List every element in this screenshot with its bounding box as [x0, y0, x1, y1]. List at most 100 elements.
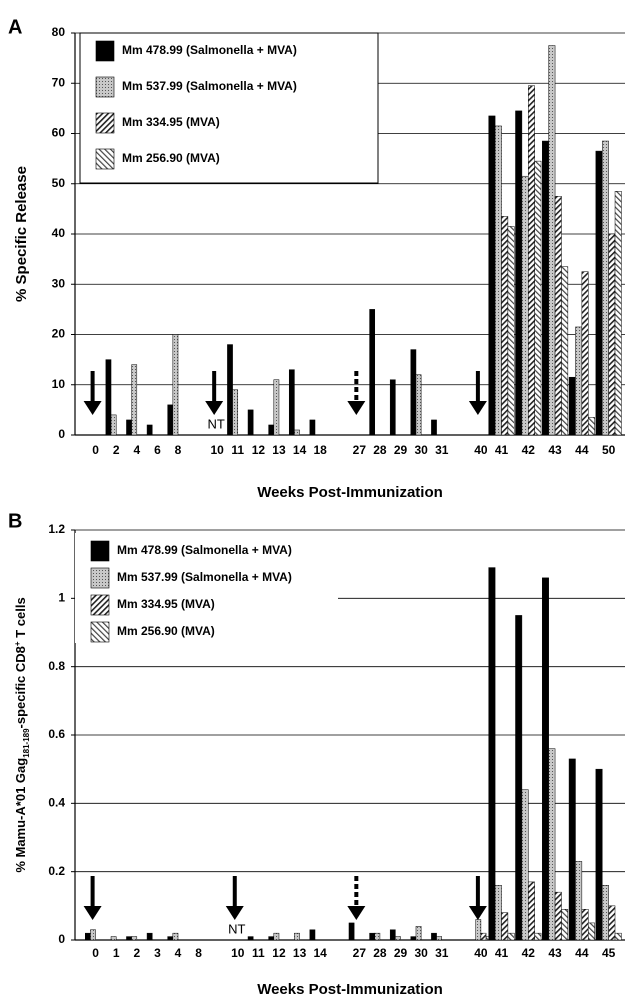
- bar: [475, 919, 482, 941]
- bar: [105, 359, 112, 436]
- panel-label: B: [8, 510, 22, 532]
- bar: [587, 922, 595, 941]
- bar: [501, 216, 509, 436]
- x-tick-label: 12: [272, 946, 286, 960]
- bar: [548, 748, 556, 941]
- arrow-head: [347, 906, 366, 920]
- bar: [614, 191, 622, 436]
- bar: [85, 932, 91, 941]
- bar: [410, 936, 417, 941]
- bar: [395, 936, 401, 941]
- bar: [554, 891, 562, 941]
- bar: [515, 110, 523, 436]
- bar: [501, 912, 509, 941]
- x-tick-label: 8: [175, 443, 182, 457]
- x-tick-label: 42: [522, 443, 536, 457]
- y-tick-label: 0: [58, 427, 65, 441]
- x-tick-label: 29: [394, 946, 408, 960]
- bar: [268, 424, 275, 436]
- legend-swatch: [90, 621, 110, 643]
- legend-swatch: [95, 112, 115, 134]
- bar: [369, 309, 376, 436]
- x-tick-label: 10: [231, 946, 245, 960]
- x-tick-label: 11: [252, 946, 265, 960]
- panel-label: A: [8, 16, 22, 38]
- x-tick-label: 27: [353, 443, 367, 457]
- bar: [480, 932, 487, 941]
- arrow-head: [205, 401, 224, 415]
- bar: [595, 150, 603, 436]
- y-axis-label-part: -specific CD8: [13, 646, 28, 728]
- arrow-head: [83, 401, 102, 415]
- bar: [410, 349, 417, 436]
- x-tick-label: 42: [522, 946, 536, 960]
- bar: [568, 758, 576, 941]
- x-tick-label: 30: [414, 946, 428, 960]
- bar: [534, 160, 542, 436]
- x-tick-label: 18: [314, 443, 328, 457]
- x-tick-label: 3: [154, 946, 161, 960]
- bar: [494, 885, 502, 941]
- x-tick-label: 41: [495, 946, 509, 960]
- x-tick-label: 1: [113, 946, 120, 960]
- y-axis-label-part: T cells: [13, 597, 28, 641]
- bar: [561, 266, 569, 436]
- bar: [227, 344, 233, 436]
- bar: [273, 932, 280, 941]
- legend-label: Mm 256.90 (MVA): [122, 151, 220, 165]
- x-tick-label: 43: [548, 946, 562, 960]
- bar: [172, 334, 179, 436]
- y-tick-label: 60: [52, 126, 66, 140]
- bar: [601, 885, 609, 941]
- x-tick-label: 31: [435, 443, 449, 457]
- bar: [581, 271, 589, 436]
- bar: [614, 932, 622, 941]
- legend-label: Mm 478.99 (Salmonella + MVA): [117, 543, 292, 557]
- y-tick-label: 80: [52, 25, 66, 39]
- bar: [528, 881, 535, 941]
- bar: [548, 45, 556, 436]
- y-axis-label-part: 181-189: [22, 728, 31, 758]
- bar: [494, 125, 502, 436]
- y-tick-label: 70: [52, 75, 66, 89]
- y-tick-label: 10: [52, 377, 66, 391]
- legend-label: Mm 256.90 (MVA): [117, 624, 215, 638]
- x-tick-label: 4: [133, 443, 140, 457]
- bar: [595, 768, 603, 941]
- x-tick-label: 28: [373, 946, 387, 960]
- bar: [431, 932, 437, 941]
- bar: [415, 374, 422, 436]
- bar: [608, 233, 616, 436]
- bar: [436, 936, 442, 941]
- bar: [126, 936, 132, 941]
- y-tick-label: 0.6: [48, 727, 65, 741]
- y-tick-label: 20: [52, 327, 66, 341]
- bar: [515, 615, 523, 941]
- arrow-head: [225, 906, 244, 920]
- bar: [521, 789, 529, 941]
- annotation: NT: [228, 921, 245, 936]
- x-tick-label: 41: [495, 443, 509, 457]
- bar: [309, 929, 316, 941]
- x-tick-label: 44: [575, 443, 589, 457]
- bar: [110, 936, 117, 941]
- arrow-head: [347, 401, 366, 415]
- x-tick-label: 27: [353, 946, 367, 960]
- bar: [568, 376, 576, 436]
- bar: [273, 379, 280, 436]
- arrow-head: [83, 906, 102, 920]
- x-tick-label: 12: [252, 443, 266, 457]
- arrow-head: [468, 906, 487, 920]
- annotation: NT: [207, 416, 224, 431]
- bar: [247, 409, 254, 436]
- legend-box: [79, 32, 379, 184]
- bar: [534, 932, 542, 941]
- bar: [488, 115, 496, 436]
- x-tick-label: 43: [548, 443, 562, 457]
- bar: [348, 922, 355, 941]
- bar: [528, 85, 535, 436]
- legend-swatch: [95, 148, 115, 170]
- y-tick-label: 40: [52, 226, 66, 240]
- x-tick-label: 29: [394, 443, 408, 457]
